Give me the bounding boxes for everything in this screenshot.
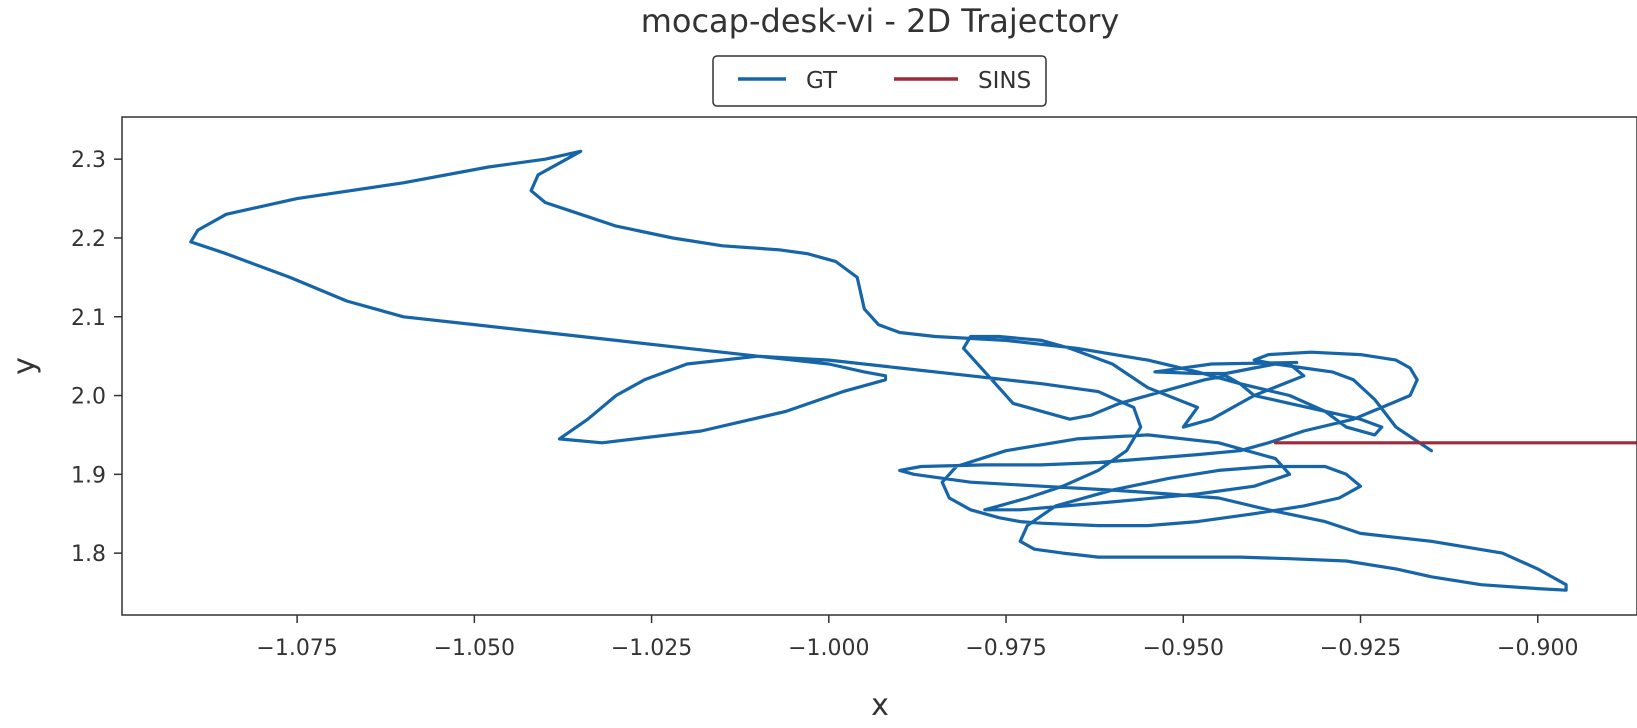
series-line-gt [189,149,1568,592]
y-tick-label: 1.9 [71,463,106,488]
y-tick-label: 1.8 [71,542,106,567]
series-layer [189,149,1637,592]
y-tick-label: 2.0 [71,385,106,410]
legend-frame [712,55,1047,107]
x-tick-label: −0.900 [1497,636,1578,661]
x-tick-label: −1.025 [611,636,692,661]
x-axis: −1.075 −1.050 −1.025 −1.000 −0.975 −0.950 −0.9… [256,615,1578,661]
y-axis: 1.8 1.9 2.0 2.1 2.2 2.3 [71,148,122,567]
x-tick-label: −0.925 [1320,636,1401,661]
y-axis-label: y [7,357,42,375]
x-tick-label: −0.950 [1143,636,1224,661]
chart-title: mocap-desk-vi - 2D Trajectory [641,2,1120,40]
y-tick-label: 2.2 [71,227,106,252]
y-tick-label: 2.1 [71,306,106,331]
legend-label-sins: SINS [978,68,1031,94]
x-tick-label: −1.000 [788,636,869,661]
x-tick-label: −1.050 [434,636,515,661]
legend: GT SINS [712,55,1047,107]
plot-frame [121,116,1637,616]
x-axis-label: x [871,688,889,723]
y-tick-label: 2.3 [71,148,106,173]
x-tick-label: −1.075 [256,636,337,661]
legend-label-gt: GT [806,68,838,94]
x-tick-label: −0.975 [965,636,1046,661]
